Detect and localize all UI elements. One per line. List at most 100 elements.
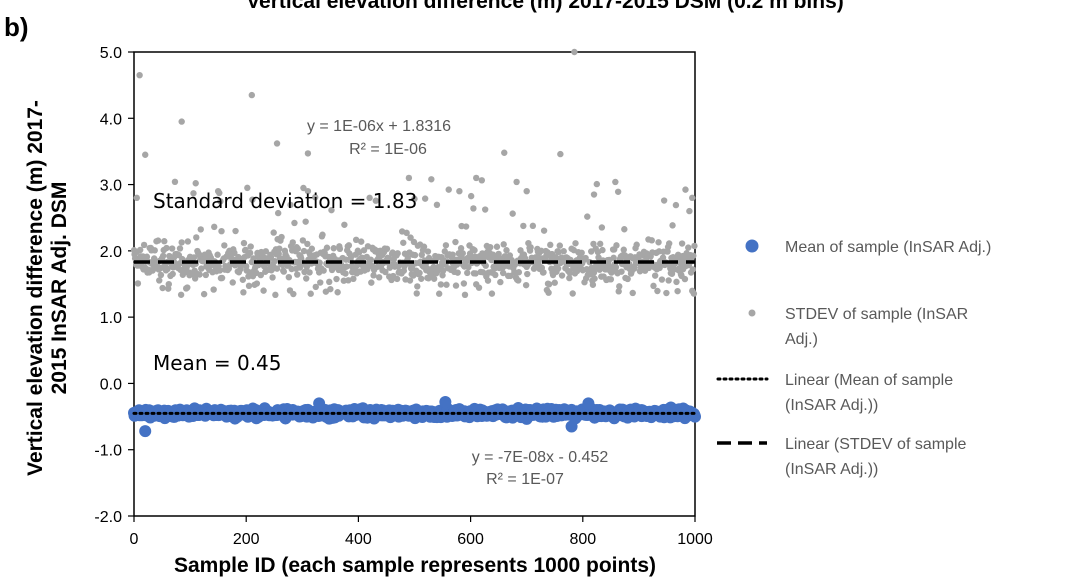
stdev-point bbox=[589, 281, 597, 288]
stdev-point bbox=[660, 197, 668, 204]
stdev-point bbox=[618, 268, 625, 275]
mean-r2: R² = 1E-07 bbox=[486, 471, 564, 488]
stdev-point bbox=[443, 281, 450, 288]
legend-label-stdev-2: Adj.) bbox=[785, 331, 818, 348]
stdev-point bbox=[163, 244, 170, 252]
stdev-point bbox=[191, 275, 199, 282]
stdev-point bbox=[612, 263, 620, 271]
stdev-point bbox=[385, 255, 392, 262]
stdev-point bbox=[196, 271, 203, 278]
x-axis-title: Sample ID (each sample represents 1000 p… bbox=[174, 554, 656, 577]
stdev-point bbox=[341, 221, 348, 228]
stdev-point bbox=[470, 205, 477, 212]
stdev-point bbox=[497, 278, 504, 286]
stdev-point bbox=[558, 272, 566, 279]
stdev-point bbox=[218, 274, 226, 282]
stdev-point bbox=[584, 213, 591, 220]
stdev-point bbox=[669, 222, 676, 229]
stdev-point bbox=[566, 269, 574, 277]
stdev-point bbox=[682, 186, 689, 193]
stdev-point bbox=[269, 274, 276, 281]
stdev-point bbox=[413, 290, 420, 297]
stdev-point bbox=[303, 263, 310, 271]
stdev-point bbox=[352, 236, 360, 244]
stdev-point bbox=[140, 241, 148, 249]
stdev-point bbox=[272, 291, 279, 299]
stdev-point bbox=[308, 245, 316, 252]
stdev-point bbox=[607, 276, 615, 283]
stdev-point bbox=[418, 275, 425, 282]
stdev-point bbox=[342, 270, 349, 277]
stdev-point bbox=[613, 242, 620, 249]
stdev-point bbox=[442, 242, 450, 249]
stdev-point bbox=[689, 266, 696, 273]
stdev-point bbox=[159, 284, 166, 292]
stdev-point bbox=[257, 271, 264, 279]
stdev-point bbox=[276, 245, 283, 252]
trendlines bbox=[132, 260, 697, 415]
y-tick-label: 2.0 bbox=[100, 244, 122, 261]
stdev-point bbox=[327, 285, 334, 293]
stdev-point bbox=[375, 274, 383, 281]
stdev-point bbox=[614, 188, 622, 195]
stdev-point bbox=[231, 249, 238, 257]
stdev-point bbox=[545, 289, 552, 296]
stdev-point bbox=[456, 188, 463, 195]
stdev-point bbox=[452, 238, 459, 246]
stdev-point bbox=[437, 281, 445, 288]
stdev-point bbox=[237, 265, 244, 273]
stdev-point bbox=[367, 256, 374, 263]
legend-symbol-stdev bbox=[748, 309, 756, 317]
stdev-point bbox=[556, 242, 563, 249]
stdev-point bbox=[462, 223, 470, 230]
stdev-point bbox=[307, 290, 314, 297]
stdev-point bbox=[273, 140, 281, 147]
stdev-point bbox=[598, 224, 606, 231]
stdev-point bbox=[492, 271, 499, 279]
stdev-point bbox=[176, 245, 184, 252]
legend-label-stdev-trend-2: (InSAR Adj.)) bbox=[785, 461, 878, 478]
stdev-point bbox=[216, 267, 224, 274]
stdev-point bbox=[665, 240, 673, 247]
stdev-point bbox=[248, 91, 256, 99]
stdev-point bbox=[515, 277, 522, 284]
stdev-point bbox=[674, 287, 681, 295]
stdev-point bbox=[612, 178, 619, 186]
stdev-point bbox=[555, 248, 562, 256]
x-tick-label: 600 bbox=[457, 531, 484, 548]
stdev-point bbox=[439, 267, 447, 274]
stdev-point bbox=[336, 245, 344, 253]
stdev-point bbox=[312, 283, 319, 291]
x-tick-label: 1000 bbox=[677, 531, 713, 548]
chart-title: Vertical elevation difference (m) 2017-2… bbox=[246, 0, 844, 13]
stdev-point bbox=[287, 201, 294, 209]
mean-point bbox=[139, 425, 152, 438]
stdev-point bbox=[168, 245, 176, 252]
stdev-point bbox=[306, 269, 313, 276]
stdev-point bbox=[633, 241, 640, 248]
stdev-point bbox=[323, 244, 331, 251]
stdev-point bbox=[538, 247, 545, 255]
mean-point bbox=[313, 397, 326, 410]
stdev-point bbox=[198, 265, 205, 272]
stdev-point bbox=[421, 195, 429, 202]
stdev-point bbox=[159, 252, 167, 260]
stdev-point bbox=[566, 274, 573, 282]
stdev-point bbox=[414, 283, 421, 290]
stdev-point bbox=[171, 178, 179, 186]
stdev-point bbox=[330, 245, 337, 252]
stdev-point bbox=[184, 238, 192, 245]
stdev-point bbox=[316, 259, 323, 266]
stdev-point bbox=[393, 275, 401, 283]
mean-point bbox=[565, 420, 578, 433]
stdev-point bbox=[202, 271, 210, 279]
stdev-point bbox=[473, 174, 480, 182]
stdev-point bbox=[190, 190, 197, 197]
stdev-point bbox=[229, 279, 236, 286]
stdev-point bbox=[489, 251, 497, 258]
stdev-point bbox=[509, 210, 516, 217]
panel-label: b) bbox=[4, 12, 29, 42]
stdev-point bbox=[345, 277, 352, 284]
stdev-point bbox=[481, 206, 489, 213]
stdev-point bbox=[495, 250, 502, 258]
